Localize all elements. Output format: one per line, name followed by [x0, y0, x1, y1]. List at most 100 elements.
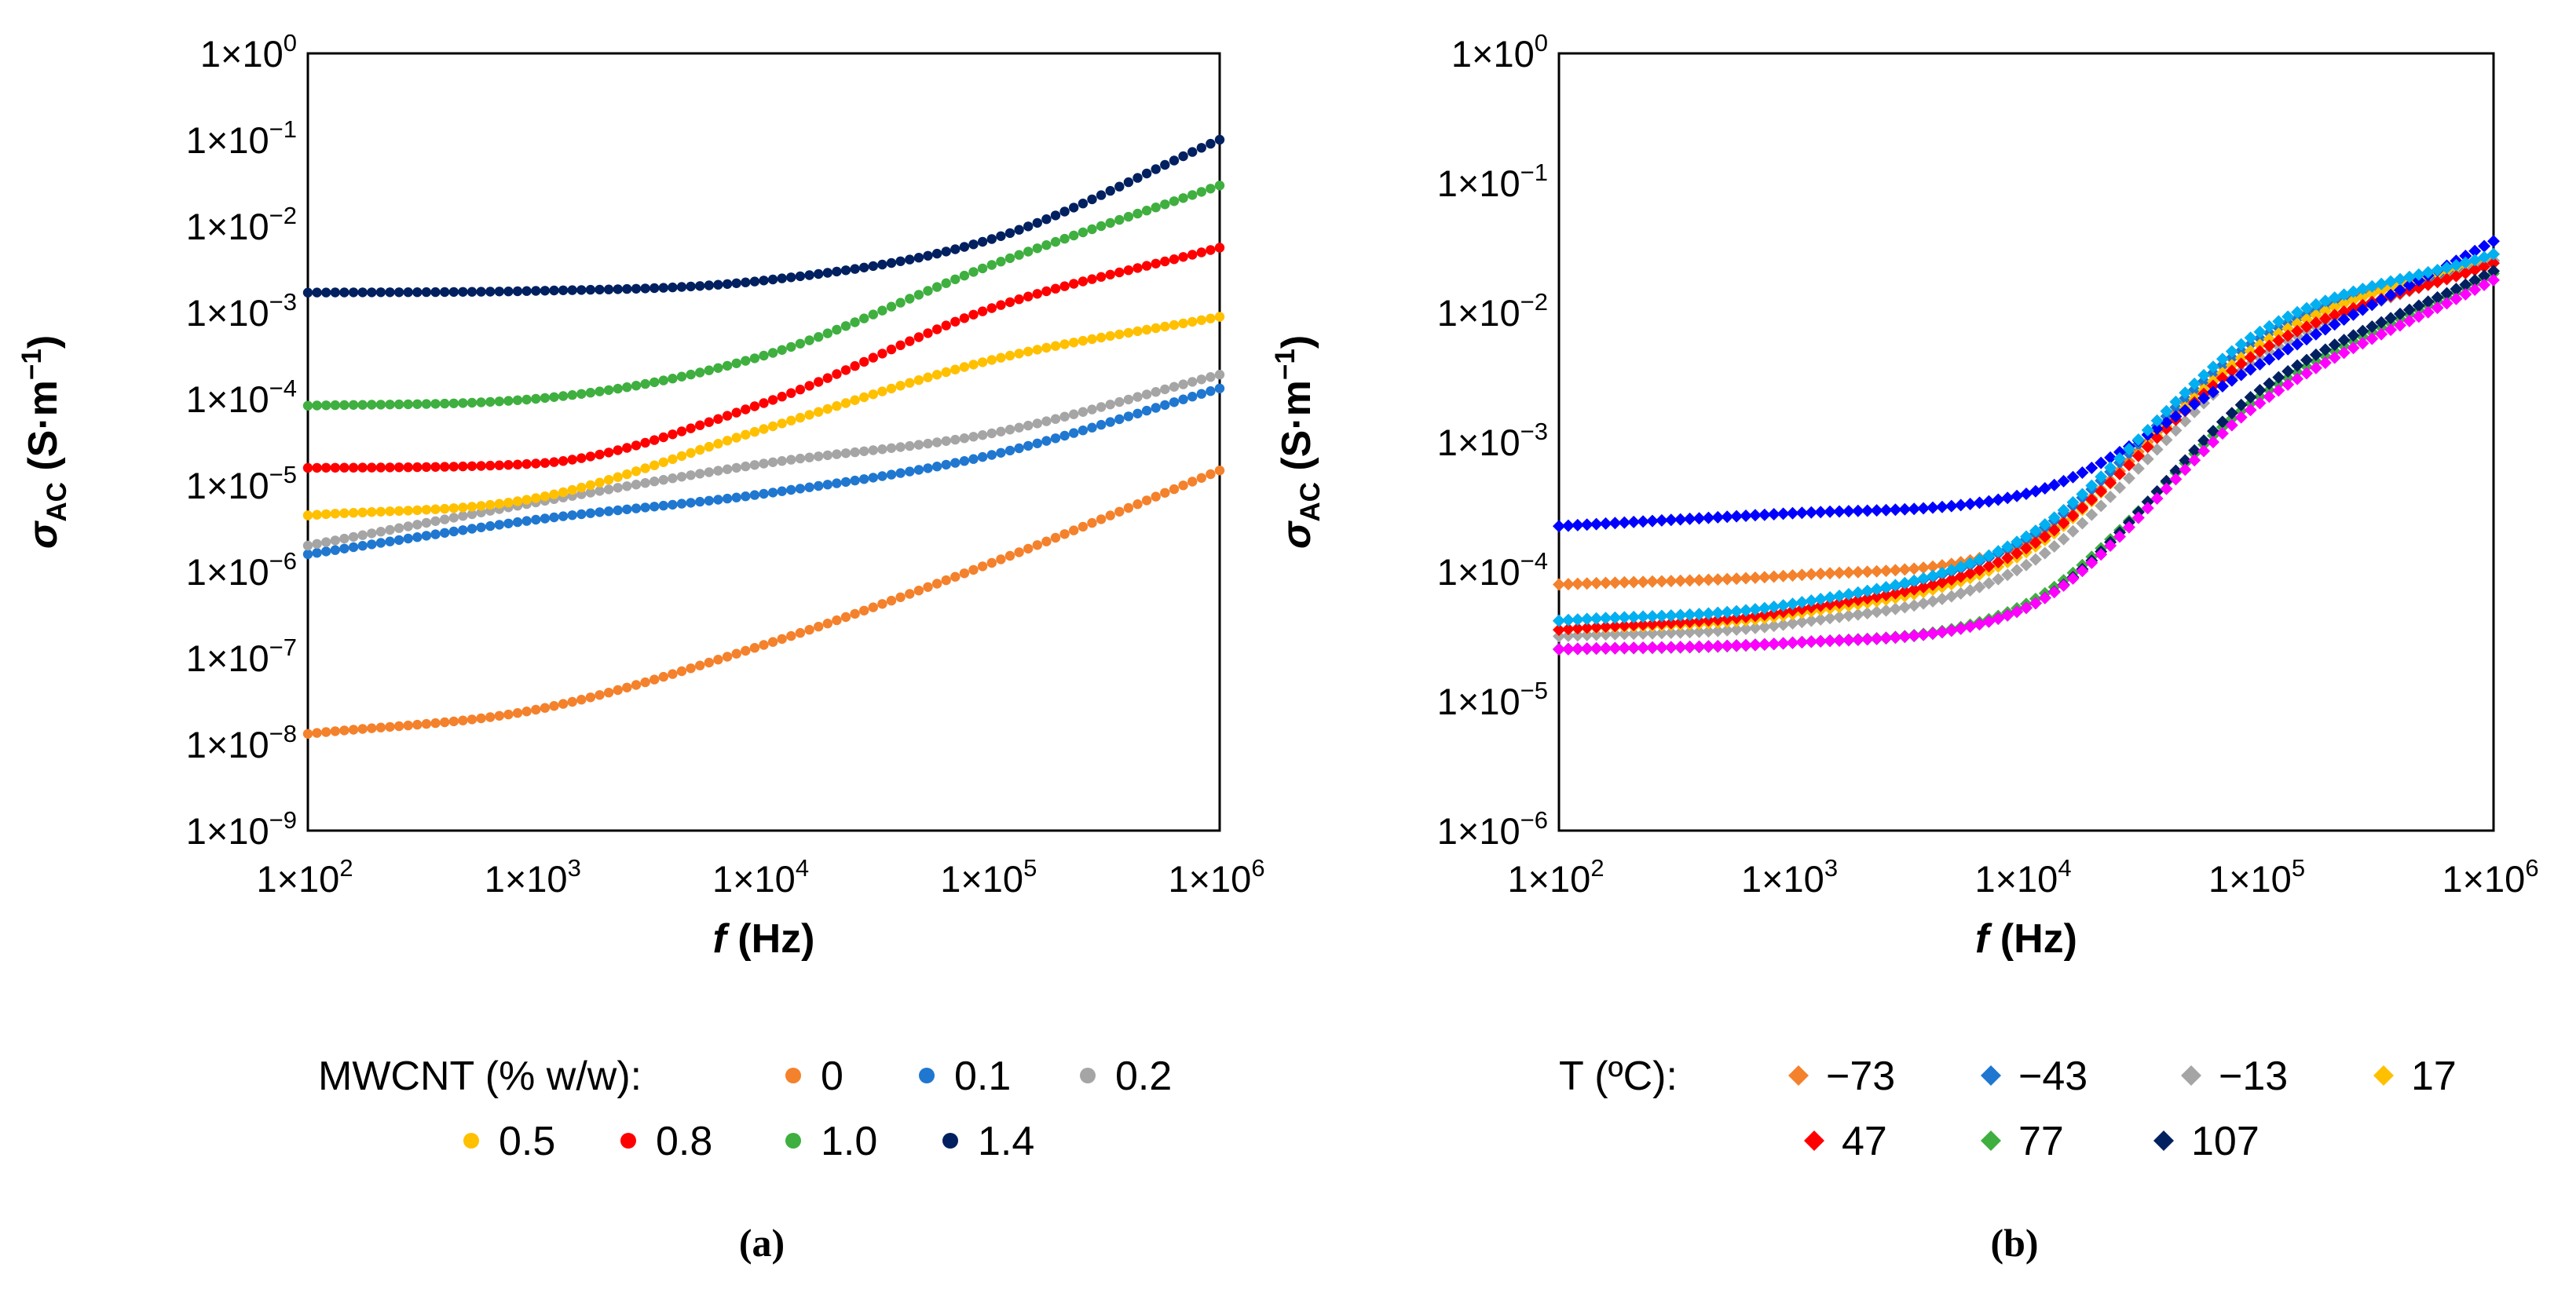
data-point: [941, 278, 951, 288]
data-point: [1160, 488, 1170, 498]
data-point: [1590, 620, 1603, 634]
data-point: [795, 385, 806, 395]
data-point: [302, 510, 313, 520]
data-point: [430, 504, 441, 514]
legend-label: −73: [1826, 1054, 1895, 1099]
data-point: [923, 582, 933, 592]
data-point: [1758, 620, 1771, 634]
data-point: [859, 446, 869, 456]
data-point: [430, 718, 441, 729]
data-point: [1580, 628, 1594, 641]
data-point: [1004, 445, 1015, 456]
data-point: [1740, 639, 1752, 652]
data-point: [1814, 567, 1828, 580]
data-point: [931, 370, 942, 380]
data-point: [658, 457, 668, 467]
data-point: [1898, 585, 1912, 598]
data-point: [959, 568, 970, 579]
data-point: [403, 720, 413, 731]
data-point: [1141, 495, 1152, 506]
data-point: [2179, 404, 2192, 417]
data-point: [412, 505, 423, 516]
data-point: [1945, 590, 1958, 603]
data-point: [941, 575, 951, 586]
data-point: [585, 388, 596, 398]
data-point: [1023, 247, 1034, 257]
data-point: [996, 231, 1006, 241]
series-77: [1553, 267, 2500, 656]
data-point: [393, 506, 404, 517]
data-point: [403, 462, 413, 473]
data-point: [1078, 227, 1089, 238]
legend-item: 47: [1804, 1119, 1887, 1164]
legend-label: 17: [2411, 1054, 2457, 1099]
legend-swatch: [1804, 1130, 1824, 1151]
data-point: [1908, 562, 1921, 575]
data-point: [2113, 481, 2126, 495]
data-point: [1935, 575, 1948, 589]
data-point: [1206, 469, 1216, 480]
data-point: [2412, 299, 2425, 312]
data-point: [658, 432, 668, 443]
data-point: [1889, 631, 1902, 644]
data-point: [1935, 592, 1948, 605]
data-point: [1973, 496, 1986, 510]
data-point: [2272, 378, 2285, 391]
data-point: [986, 303, 997, 313]
data-point: [905, 440, 915, 451]
data-point: [2188, 454, 2201, 467]
data-point: [1087, 517, 1097, 528]
data-point: [1786, 569, 1799, 582]
data-point: [2122, 520, 2135, 534]
legend-item: 1.0: [785, 1119, 877, 1164]
data-point: [1758, 637, 1771, 651]
data-point: [777, 418, 787, 429]
data-point: [357, 541, 368, 551]
data-point: [1187, 377, 1198, 387]
data-point: [2431, 264, 2444, 276]
data-point: [731, 648, 741, 659]
data-point: [1730, 639, 1744, 652]
data-point: [2234, 411, 2248, 424]
legend-item: 0.1: [919, 1054, 1011, 1099]
data-point: [1214, 466, 1225, 476]
data-point: [531, 393, 541, 404]
data-point: [814, 622, 824, 632]
data-point: [1963, 567, 1977, 580]
data-point: [2487, 273, 2500, 287]
data-point: [549, 392, 559, 402]
data-point: [2095, 548, 2108, 561]
data-point: [1842, 587, 1855, 601]
data-point: [1683, 608, 1696, 622]
data-point: [1032, 418, 1043, 429]
data-point: [686, 663, 696, 674]
data-point: [2318, 305, 2332, 318]
data-point: [2253, 345, 2267, 358]
data-point: [977, 236, 988, 247]
data-point: [814, 480, 824, 491]
data-point: [731, 358, 741, 368]
series-extra-7: [1553, 273, 2500, 656]
data-point: [2234, 398, 2248, 411]
data-point: [2263, 332, 2276, 345]
data-point: [1776, 507, 1790, 520]
data-point: [1069, 338, 1079, 348]
data-point: [649, 283, 660, 294]
data-point: [367, 539, 377, 550]
data-point: [2347, 329, 2360, 342]
data-point: [713, 363, 723, 373]
data-point: [467, 502, 478, 512]
data-point: [1879, 503, 1893, 517]
data-point: [1702, 640, 1715, 653]
data-point: [2281, 310, 2295, 323]
data-point: [1050, 433, 1061, 444]
data-point: [540, 703, 551, 713]
data-point: [421, 287, 432, 298]
data-point: [1917, 572, 1930, 585]
data-point: [2085, 479, 2098, 492]
data-point: [576, 489, 587, 499]
data-point: [2197, 392, 2211, 405]
data-point: [759, 398, 769, 408]
data-point: [1032, 345, 1043, 355]
data-point: [458, 461, 468, 472]
